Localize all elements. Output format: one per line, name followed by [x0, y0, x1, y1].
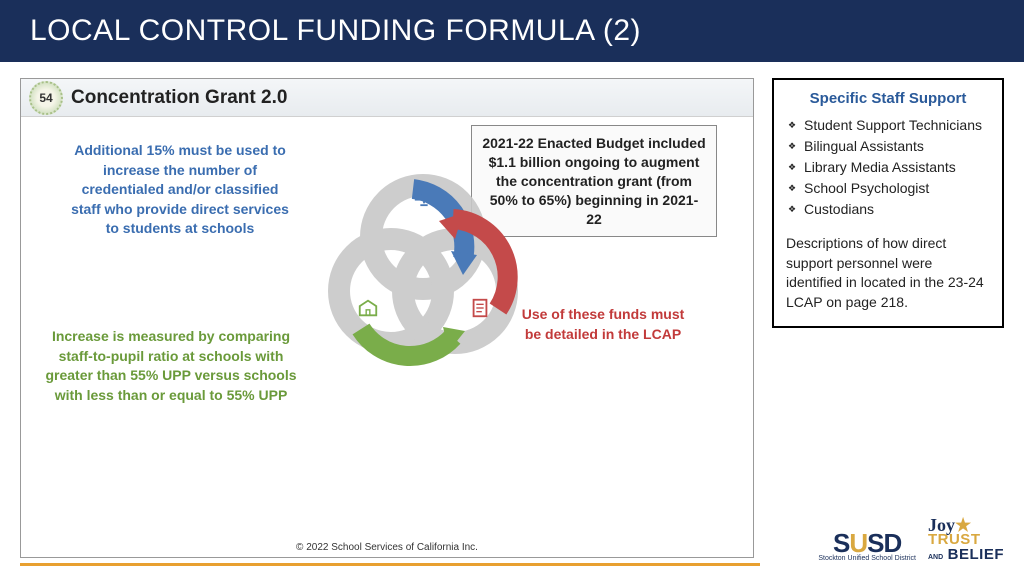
staff-support-box: Specific Staff Support Student Support T… [772, 78, 1004, 328]
list-item: Custodians [786, 199, 990, 220]
content-row: 54 Concentration Grant 2.0 Additional 15… [20, 78, 1004, 558]
logo-row: SUSD Stockton Unified School District Jo… [818, 518, 1004, 562]
panel-title: Concentration Grant 2.0 [71, 87, 287, 109]
susd-logo: SUSD Stockton Unified School District [818, 532, 916, 562]
staff-description: Descriptions of how direct support perso… [786, 234, 990, 312]
staff-list: Student Support Technicians Bilingual As… [786, 115, 990, 220]
joy-trust-belief-logo: Joy★ TRUST AND BELIEF [928, 518, 1004, 562]
green-callout: Increase is measured by comparing staff-… [41, 327, 301, 405]
list-item: School Psychologist [786, 178, 990, 199]
and-text: AND [928, 554, 943, 561]
blue-callout: Additional 15% must be used to increase … [65, 141, 295, 239]
list-item: Student Support Technicians [786, 115, 990, 136]
list-item: Library Media Assistants [786, 157, 990, 178]
red-callout: Use of these funds must be detailed in t… [513, 305, 693, 344]
susd-logo-sub: Stockton Unified School District [818, 555, 916, 562]
copyright-text: © 2022 School Services of California Inc… [21, 542, 753, 553]
slide-header: LOCAL CONTROL FUNDING FORMULA (2) [0, 0, 1024, 62]
diagram-area: Additional 15% must be used to increase … [21, 117, 753, 557]
presentation-icon [413, 185, 435, 207]
panel-header: 54 Concentration Grant 2.0 [21, 79, 753, 117]
document-icon [469, 297, 491, 319]
main-panel: 54 Concentration Grant 2.0 Additional 15… [20, 78, 754, 558]
sidebar: Specific Staff Support Student Support T… [772, 78, 1004, 558]
list-item: Bilingual Assistants [786, 136, 990, 157]
trust-text: TRUST [928, 534, 1004, 547]
susd-logo-text: SUSD [818, 532, 916, 555]
accent-bar [20, 563, 760, 566]
page-badge: 54 [29, 81, 63, 115]
school-icon [357, 297, 379, 319]
slide-title: LOCAL CONTROL FUNDING FORMULA (2) [30, 14, 641, 48]
belief-text: BELIEF [948, 546, 1004, 563]
staff-title: Specific Staff Support [786, 90, 990, 107]
